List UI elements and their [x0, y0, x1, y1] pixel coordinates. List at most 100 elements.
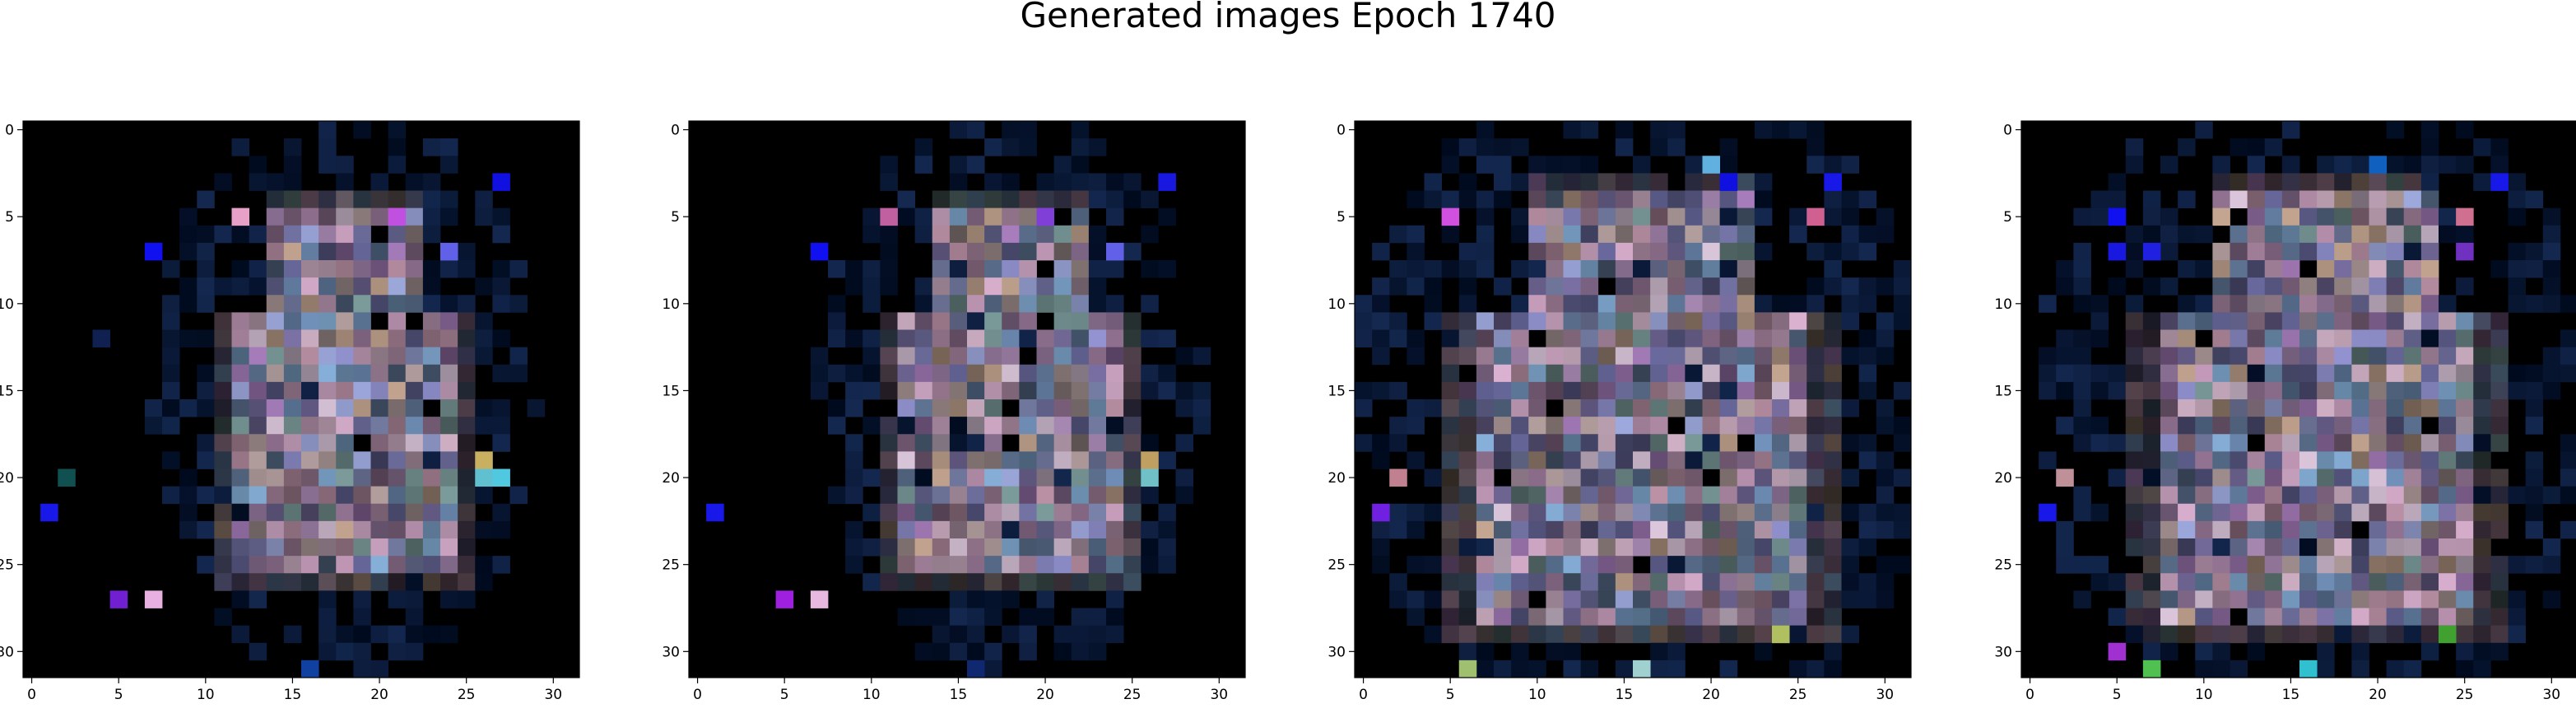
- pixel-cell: [2473, 556, 2491, 574]
- pixel-cell: [1615, 295, 1634, 313]
- pixel-cell: [2560, 434, 2576, 452]
- pixel-cell: [405, 625, 424, 644]
- pixel-cell: [2456, 434, 2474, 452]
- pixel-cell: [2230, 277, 2248, 296]
- pixel-cell: [1158, 451, 1176, 469]
- pixel-cell: [967, 468, 985, 487]
- pixel-cell: [1685, 538, 1703, 557]
- pixel-cell: [2334, 486, 2352, 505]
- pixel-cell: [2299, 190, 2318, 209]
- pixel-cell: [440, 468, 458, 487]
- pixel-cell: [1876, 451, 1895, 469]
- pixel-cell: [1088, 381, 1107, 400]
- pixel-cell: [422, 417, 441, 435]
- pixel-cell: [2317, 260, 2335, 278]
- pixel-cell: [1476, 364, 1495, 383]
- pixel-cell: [2334, 503, 2352, 522]
- pixel-cell: [492, 364, 510, 383]
- pixel-cell: [2247, 625, 2266, 644]
- pixel-cell: [1772, 573, 1790, 591]
- pixel-cell: [2369, 312, 2388, 330]
- pixel-cell: [1528, 347, 1546, 366]
- pixel-cell: [2264, 312, 2283, 330]
- pixel-cell: [336, 173, 354, 191]
- pixel-cell: [283, 260, 302, 278]
- pixel-cell: [2125, 138, 2144, 156]
- pixel-cell: [1597, 312, 1616, 330]
- pixel-cell: [914, 503, 933, 522]
- pixel-cell: [2439, 364, 2457, 383]
- pixel-cell: [2317, 625, 2335, 644]
- pixel-cell: [2317, 399, 2335, 417]
- pixel-cell: [2490, 417, 2509, 435]
- pixel-cell: [266, 399, 285, 417]
- pixel-cell: [949, 503, 968, 522]
- pixel-cell: [336, 417, 354, 435]
- pixel-cell: [1789, 451, 1807, 469]
- pixel-cell: [2473, 573, 2491, 591]
- pixel-cell: [2403, 242, 2422, 261]
- pixel-cell: [249, 399, 267, 417]
- x-tick-label: 0: [27, 687, 36, 703]
- pixel-cell: [1441, 625, 1460, 644]
- pixel-cell: [1824, 608, 1842, 627]
- pixel-cell: [2160, 573, 2178, 591]
- pixel-cell: [2490, 173, 2509, 191]
- pixel-cell: [319, 538, 337, 557]
- pixel-cell: [2108, 173, 2127, 191]
- pixel-cell: [336, 364, 354, 383]
- pixel-cell: [2334, 451, 2352, 469]
- pixel-cell: [231, 399, 250, 417]
- pixel-cell: [1053, 156, 1072, 174]
- pixel-cell: [2281, 225, 2300, 244]
- pixel-cell: [1650, 312, 1668, 330]
- pixel-cell: [1789, 364, 1807, 383]
- pixel-cell: [353, 590, 371, 608]
- pixel-cell: [1546, 207, 1564, 226]
- pixel-cell: [1528, 573, 1546, 591]
- pixel-cell: [388, 434, 407, 452]
- pixel-cell: [2420, 277, 2439, 296]
- pixel-cell: [810, 364, 829, 383]
- pixel-cell: [2247, 156, 2266, 174]
- x-tick-label: 10: [863, 687, 881, 703]
- pixel-cell: [1053, 295, 1072, 313]
- pixel-cell: [2264, 573, 2283, 591]
- pixel-cell: [458, 364, 476, 383]
- pixel-cell: [2142, 242, 2161, 261]
- pixel-cell: [2247, 642, 2266, 661]
- pixel-cell: [1424, 277, 1443, 296]
- pixel-cell: [1580, 451, 1599, 469]
- pixel-cell: [2195, 503, 2213, 522]
- pixel-cell: [2351, 207, 2369, 226]
- pixel-cell: [932, 207, 951, 226]
- pixel-cell: [283, 486, 302, 505]
- pixel-cell: [2439, 417, 2457, 435]
- pixel-cell: [880, 468, 898, 487]
- pixel-cell: [1667, 590, 1686, 608]
- pixel-cell: [1789, 347, 1807, 366]
- pixel-cell: [2317, 642, 2335, 661]
- pixel-cell: [2351, 156, 2369, 174]
- pixel-cell: [984, 486, 1002, 505]
- pixel-cell: [2490, 260, 2509, 278]
- pixel-cell: [301, 451, 319, 469]
- pixel-cell: [1615, 225, 1634, 244]
- pixel-cell: [2351, 642, 2369, 661]
- pixel-cell: [1528, 156, 1546, 174]
- pixel-cell: [405, 573, 424, 591]
- pixel-cell: [2212, 260, 2230, 278]
- pixel-cell: [1702, 347, 1721, 366]
- pixel-cell: [353, 312, 371, 330]
- pixel-cell: [388, 381, 407, 400]
- pixel-cell: [2334, 520, 2352, 539]
- pixel-cell: [932, 347, 951, 366]
- pixel-cell: [1175, 486, 1194, 505]
- pixel-cell: [1441, 417, 1460, 435]
- pixel-cell: [266, 260, 285, 278]
- pixel-cell: [1806, 156, 1825, 174]
- pixel-cell: [214, 364, 232, 383]
- pixel-cell: [1441, 468, 1460, 487]
- pixel-cell: [2560, 451, 2576, 469]
- pixel-cell: [266, 573, 285, 591]
